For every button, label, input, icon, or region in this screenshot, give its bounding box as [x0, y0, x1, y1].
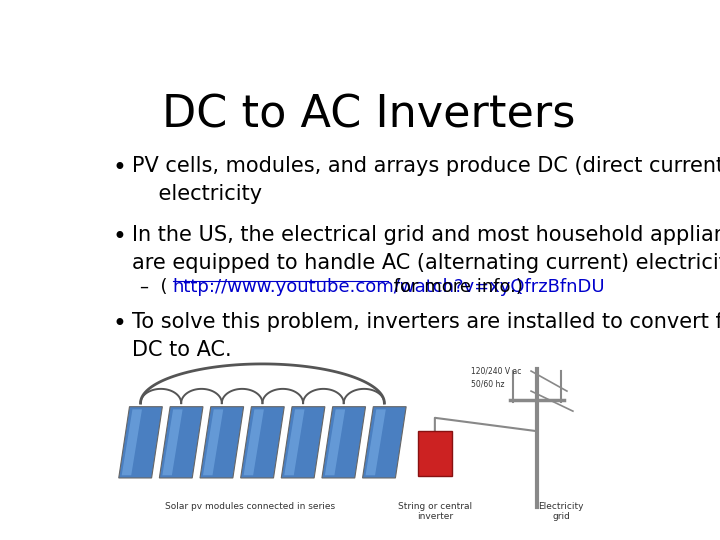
Text: for more info.): for more info.): [388, 278, 523, 296]
Text: String or central
inverter: String or central inverter: [397, 502, 472, 521]
Polygon shape: [243, 409, 264, 475]
Polygon shape: [282, 407, 325, 478]
Text: Solar pv modules connected in series: Solar pv modules connected in series: [165, 502, 336, 511]
Polygon shape: [325, 409, 345, 475]
Text: To solve this problem, inverters are installed to convert from
DC to AC.: To solve this problem, inverters are ins…: [132, 312, 720, 360]
Text: 120/240 V ac: 120/240 V ac: [472, 367, 522, 375]
Polygon shape: [366, 409, 386, 475]
Text: In the US, the electrical grid and most household appliances
are equipped to han: In the US, the electrical grid and most …: [132, 225, 720, 273]
Polygon shape: [240, 407, 284, 478]
Text: •: •: [112, 312, 126, 336]
Polygon shape: [122, 409, 142, 475]
Polygon shape: [363, 407, 406, 478]
Polygon shape: [162, 409, 183, 475]
Polygon shape: [284, 409, 305, 475]
Polygon shape: [203, 409, 223, 475]
Polygon shape: [159, 407, 203, 478]
Text: http://www.youtube.com/watch?v=xyQfrzBfnDU: http://www.youtube.com/watch?v=xyQfrzBfn…: [173, 278, 606, 296]
Polygon shape: [200, 407, 243, 478]
Polygon shape: [322, 407, 366, 478]
Text: –  (: – (: [140, 278, 168, 296]
Text: Electricity
grid: Electricity grid: [539, 502, 584, 521]
Text: •: •: [112, 225, 126, 249]
FancyBboxPatch shape: [418, 431, 452, 476]
Text: 50/60 hz: 50/60 hz: [472, 380, 505, 389]
Polygon shape: [119, 407, 162, 478]
Text: DC to AC Inverters: DC to AC Inverters: [162, 94, 576, 137]
Text: •: •: [112, 156, 126, 180]
Text: PV cells, modules, and arrays produce DC (direct current)
    electricity: PV cells, modules, and arrays produce DC…: [132, 156, 720, 204]
